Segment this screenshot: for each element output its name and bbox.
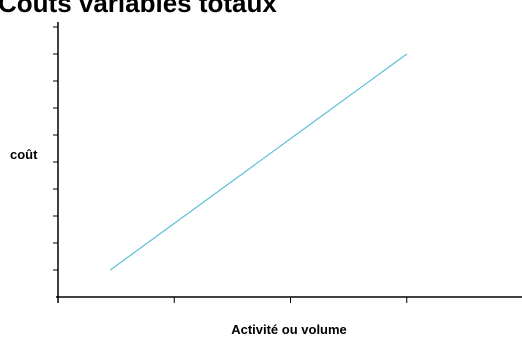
chart-plot-area — [109, 53, 408, 271]
chart-title: Coûts variables totaux — [0, 0, 277, 18]
series-line-0 — [109, 53, 408, 271]
x-axis-label: Activité ou volume — [231, 322, 347, 337]
chart-axes — [53, 22, 522, 303]
y-axis-label: coût — [10, 147, 38, 162]
